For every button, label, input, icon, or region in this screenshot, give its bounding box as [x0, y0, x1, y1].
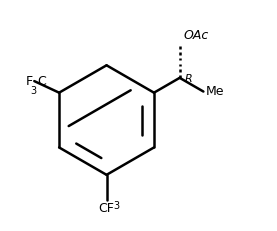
Text: 3: 3	[113, 201, 119, 211]
Text: OAc: OAc	[183, 30, 208, 43]
Text: R: R	[185, 74, 193, 84]
Text: C: C	[38, 75, 47, 88]
Text: F: F	[26, 75, 33, 88]
Text: CF: CF	[99, 202, 114, 215]
Text: Me: Me	[206, 85, 224, 98]
Text: 3: 3	[31, 86, 37, 96]
